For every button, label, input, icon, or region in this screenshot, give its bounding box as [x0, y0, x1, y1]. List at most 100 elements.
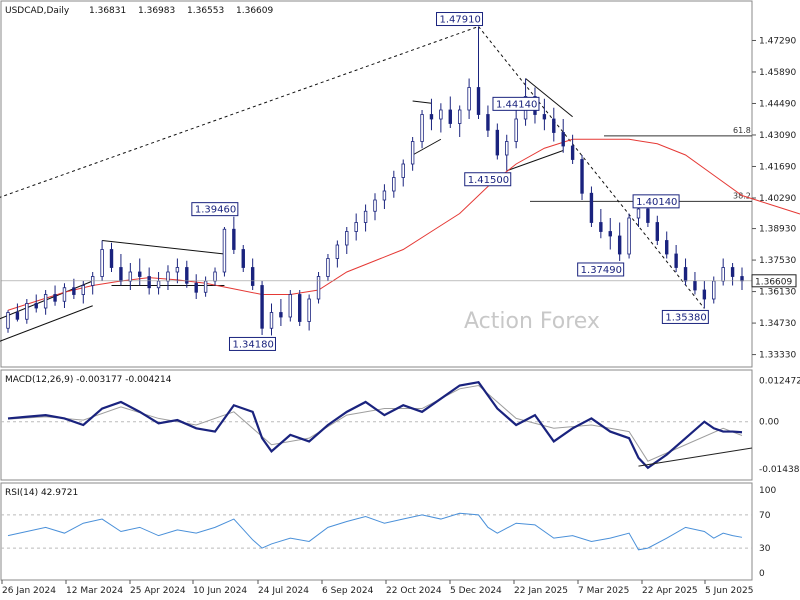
rsi-line — [7, 512, 743, 551]
price-axis: 1.47290 1.45890 1.44490 1.43090 1.41690 1.402… — [752, 36, 796, 361]
rsi-tick-label: 30 — [759, 544, 771, 554]
candle-body — [269, 312, 274, 329]
candle-body — [693, 280, 697, 291]
candle-body — [429, 114, 434, 120]
candle-body — [665, 240, 669, 255]
ohlc-open: 1.36831 — [89, 6, 126, 16]
candle-body — [712, 280, 716, 300]
price-label-text: 1.37490 — [581, 265, 622, 276]
price-label-text: 1.41500 — [468, 175, 509, 186]
date-label: 12 Mar 2024 — [66, 586, 123, 596]
candle-body — [646, 208, 650, 223]
candle-body — [683, 267, 688, 282]
candle-body — [175, 267, 180, 273]
long-dotted-trendline — [0, 26, 479, 198]
date-label: 5 Jun 2025 — [705, 586, 753, 596]
candle-body — [401, 163, 405, 178]
rsi-tick-label: 100 — [759, 486, 776, 496]
candle-body — [439, 109, 443, 120]
candle-body — [15, 312, 20, 320]
macd-main-line — [7, 381, 743, 470]
candle-body — [53, 294, 57, 302]
candle-body — [109, 249, 114, 268]
price-label-text: 1.34180 — [232, 339, 273, 350]
candle-body — [457, 109, 462, 124]
candle-body — [335, 244, 340, 259]
date-label: 22 Apr 2025 — [642, 586, 698, 596]
price-label-text: 1.39460 — [195, 205, 236, 216]
candle-body — [250, 267, 255, 286]
candle-body — [552, 118, 556, 133]
candle-body — [599, 222, 603, 232]
candle-body — [62, 287, 67, 302]
date-label: 25 Apr 2024 — [130, 586, 186, 596]
candle-body — [288, 294, 293, 318]
candle-body — [128, 271, 133, 282]
price-annotations: 1.47910 1.39460 1.34180 1.41500 1.44140 1.401… — [191, 12, 709, 351]
candle-body — [213, 271, 217, 282]
candle-body — [147, 276, 151, 289]
price-tick-label: 1.34730 — [759, 319, 796, 329]
candle-body — [100, 249, 104, 277]
price-tick-label: 1.44490 — [759, 99, 796, 109]
macd-axis: 0.012472 0.00 -0.014389 — [1, 377, 800, 475]
price-label-text: 1.35380 — [665, 312, 706, 323]
date-label: 10 Jun 2024 — [193, 586, 247, 596]
macd-lines — [7, 381, 753, 470]
candle-body — [166, 271, 170, 282]
candle-body — [354, 222, 358, 232]
price-label-text: 1.40140 — [636, 197, 677, 208]
price-label-box — [577, 262, 625, 277]
candle-body — [119, 267, 123, 282]
early-channel-lower — [0, 305, 93, 342]
candle-body — [561, 132, 565, 147]
price-label-box — [436, 12, 484, 27]
rsi-tick-label: 0 — [759, 569, 765, 579]
candle-body — [203, 280, 208, 293]
candle-body — [467, 87, 471, 111]
price-tick-label: 1.43090 — [759, 131, 796, 141]
candle-body — [617, 235, 622, 255]
ohlc-low: 1.36553 — [187, 6, 224, 16]
candle-body — [608, 231, 612, 237]
price-tick-label: 1.38930 — [759, 225, 796, 235]
rsi-panel: RSI(14) 42.9721 100 70 30 0 — [0, 482, 776, 581]
candle-body — [392, 177, 396, 192]
candle-body — [655, 222, 660, 241]
date-label: 5 Dec 2024 — [450, 586, 502, 596]
candle-body — [298, 294, 302, 322]
candle-body — [636, 208, 641, 219]
wedge-upper — [525, 78, 573, 118]
candle-body — [589, 192, 594, 223]
candle-body — [194, 282, 198, 293]
candle-body — [81, 285, 85, 295]
flag-lower — [412, 138, 442, 156]
chart-symbol: USDCAD,Daily — [5, 6, 70, 16]
price-tick-label: 1.40290 — [759, 194, 796, 204]
candle-body — [326, 258, 330, 277]
candle-body — [345, 231, 349, 246]
rsi-axis: 100 70 30 0 — [1, 486, 776, 579]
candle-body — [382, 190, 387, 201]
candle-body — [410, 141, 415, 165]
candle-body — [25, 303, 29, 320]
price-label-text: 1.44140 — [496, 99, 537, 110]
price-label-box — [661, 309, 709, 324]
candle-body — [185, 267, 189, 284]
candle-body — [702, 289, 707, 300]
date-label: 22 Jan 2025 — [514, 586, 568, 596]
candle-body — [514, 118, 518, 142]
watermark: Action Forex — [464, 309, 600, 334]
candle-body — [730, 267, 735, 277]
flag-upper — [412, 100, 432, 104]
candle-body — [448, 109, 452, 124]
candle-body — [580, 159, 584, 194]
ohlc-close: 1.36609 — [236, 6, 273, 16]
price-label-box — [228, 336, 276, 351]
candle-body — [316, 276, 321, 300]
candle-body — [495, 129, 500, 156]
candle-body — [627, 217, 631, 255]
candle-body — [542, 114, 547, 120]
